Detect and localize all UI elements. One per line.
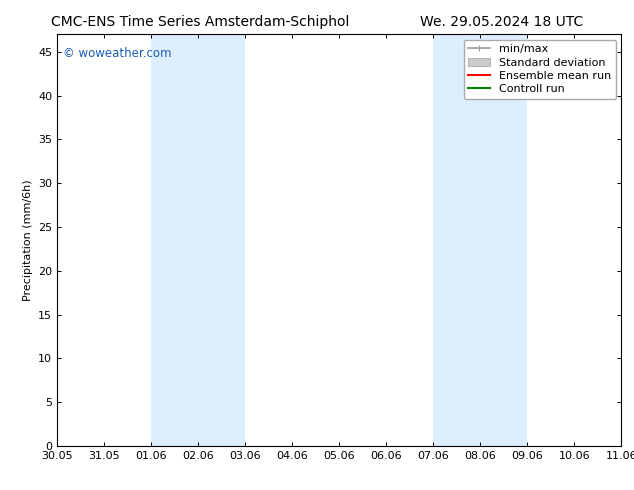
- Bar: [480, 34, 527, 446]
- Bar: [151, 34, 198, 446]
- Bar: [433, 34, 480, 446]
- Bar: [198, 34, 245, 446]
- Text: We. 29.05.2024 18 UTC: We. 29.05.2024 18 UTC: [420, 15, 583, 29]
- Y-axis label: Precipitation (mm/6h): Precipitation (mm/6h): [23, 179, 32, 301]
- Text: © woweather.com: © woweather.com: [63, 47, 171, 60]
- Text: CMC-ENS Time Series Amsterdam-Schiphol: CMC-ENS Time Series Amsterdam-Schiphol: [51, 15, 349, 29]
- Legend: min/max, Standard deviation, Ensemble mean run, Controll run: min/max, Standard deviation, Ensemble me…: [463, 40, 616, 99]
